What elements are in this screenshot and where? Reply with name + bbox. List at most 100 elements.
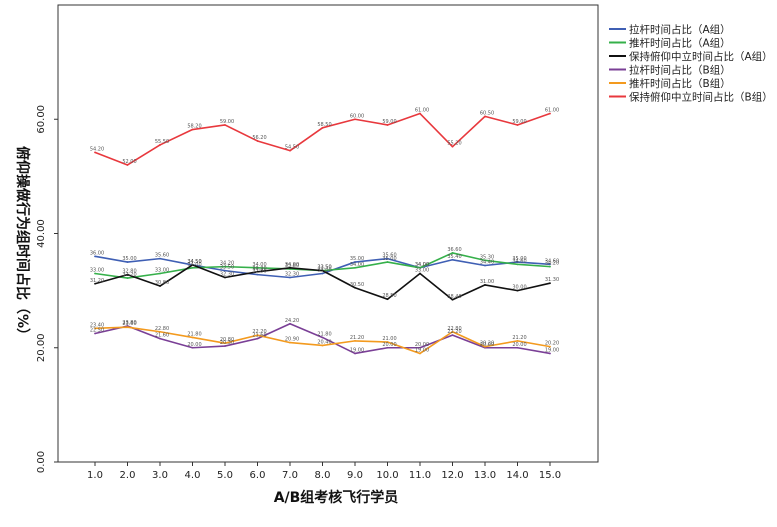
data-point <box>354 339 356 342</box>
x-tick-label: 9.0 <box>347 470 363 481</box>
data-label: 54.20 <box>90 146 104 152</box>
data-label: 34.60 <box>545 258 559 264</box>
data-point <box>289 341 291 344</box>
data-point <box>94 272 96 275</box>
data-label: 35.00 <box>122 256 136 262</box>
data-point <box>191 336 194 339</box>
data-label: 19.00 <box>350 347 364 353</box>
data-label: 23.60 <box>122 321 136 327</box>
data-label: 35.60 <box>382 253 396 259</box>
data-point <box>484 259 486 262</box>
data-point <box>256 337 259 340</box>
data-label: 35.00 <box>350 256 364 262</box>
legend-label: 推杆时间占比（A组） <box>629 37 731 50</box>
legend: 拉杆时间占比（A组）推杆时间占比（A组）保持俯仰中立时间占比（A组）拉杆时间占比… <box>609 23 773 104</box>
data-label: 34.00 <box>350 262 364 268</box>
data-point <box>419 352 421 355</box>
data-label: 22.50 <box>90 327 104 333</box>
data-point <box>516 124 519 126</box>
data-point <box>224 265 226 268</box>
data-label: 60.50 <box>480 110 494 116</box>
data-point <box>159 257 161 260</box>
data-label: 35.00 <box>382 256 396 262</box>
data-label: 20.80 <box>220 337 234 343</box>
y-tick-label: 60.00 <box>36 105 47 134</box>
data-point <box>224 345 226 347</box>
data-point <box>516 339 519 342</box>
data-label: 22.20 <box>447 329 461 335</box>
axes: 0.00 20.00 40.00 60.00 1.0 2.0 3.0 4.0 5.0 6.0 7.0… <box>36 4 599 481</box>
data-point <box>386 261 389 263</box>
data-label: 21.80 <box>317 331 331 337</box>
data-point <box>451 334 454 337</box>
data-point <box>94 282 96 285</box>
x-tick-label: 10.0 <box>376 470 398 481</box>
data-point <box>321 126 324 129</box>
data-label: 19.00 <box>415 347 429 353</box>
data-point <box>159 144 161 146</box>
data-point <box>94 327 96 330</box>
data-point <box>126 277 129 279</box>
data-point <box>191 128 194 131</box>
x-axis-title: A/B组考核飞行学员 <box>274 489 399 506</box>
data-label: 32.30 <box>285 271 299 277</box>
data-label: 61.00 <box>415 108 429 114</box>
legend-label: 推杆时间占比（B组） <box>629 77 731 90</box>
data-label: 34.00 <box>285 262 299 268</box>
data-point <box>549 265 551 268</box>
data-point <box>549 282 551 285</box>
data-point <box>94 255 96 258</box>
data-label: 55.20 <box>447 141 461 147</box>
legend-label: 保持俯仰中立时间占比（A组） <box>629 50 773 63</box>
x-tick-label: 1.0 <box>87 470 103 481</box>
data-label: 32.80 <box>252 269 266 275</box>
data-label: 59.00 <box>512 119 526 125</box>
data-label: 59.00 <box>382 119 396 125</box>
data-label: 34.20 <box>545 261 559 267</box>
data-point <box>386 341 389 343</box>
data-point <box>419 266 421 269</box>
data-label: 21.60 <box>252 333 266 339</box>
data-label: 20.20 <box>545 341 559 347</box>
data-label: 34.00 <box>415 262 429 268</box>
data-point <box>484 264 486 267</box>
x-tick-label: 8.0 <box>315 470 331 481</box>
data-label: 34.00 <box>415 262 429 268</box>
x-tick-label: 14.0 <box>506 470 528 481</box>
data-label: 21.80 <box>187 331 201 337</box>
data-label: 22.80 <box>155 326 169 332</box>
data-label: 23.40 <box>90 322 104 328</box>
data-point <box>484 284 486 286</box>
data-label: 23.80 <box>122 320 136 326</box>
data-label: 52.00 <box>122 159 136 165</box>
data-label: 36.00 <box>90 250 104 256</box>
data-point <box>94 332 96 335</box>
data-point <box>256 266 259 269</box>
data-point <box>354 118 356 121</box>
data-label: 56.20 <box>252 135 266 141</box>
data-label: 30.50 <box>350 282 364 288</box>
data-point <box>419 272 421 275</box>
data-point <box>159 337 161 340</box>
data-label: 31.00 <box>480 279 494 285</box>
data-point <box>159 285 161 287</box>
data-label: 21.60 <box>155 333 169 339</box>
data-point <box>159 272 161 275</box>
data-point <box>289 322 291 325</box>
data-point <box>94 151 96 154</box>
data-point <box>224 269 226 272</box>
data-label: 33.50 <box>220 265 234 271</box>
data-label: 34.20 <box>220 261 234 267</box>
y-tick-label: 0.00 <box>36 451 47 473</box>
data-label: 20.20 <box>480 341 494 347</box>
data-point <box>386 257 389 260</box>
data-label: 33.00 <box>90 267 104 273</box>
x-tick-label: 7.0 <box>282 470 298 481</box>
data-point <box>126 164 129 166</box>
data-point <box>386 124 389 126</box>
legend-label: 拉杆时间占比（A组） <box>629 23 731 36</box>
data-label: 20.00 <box>415 342 429 348</box>
legend-label: 保持俯仰中立时间占比（B组） <box>629 91 773 104</box>
data-point <box>516 289 519 292</box>
